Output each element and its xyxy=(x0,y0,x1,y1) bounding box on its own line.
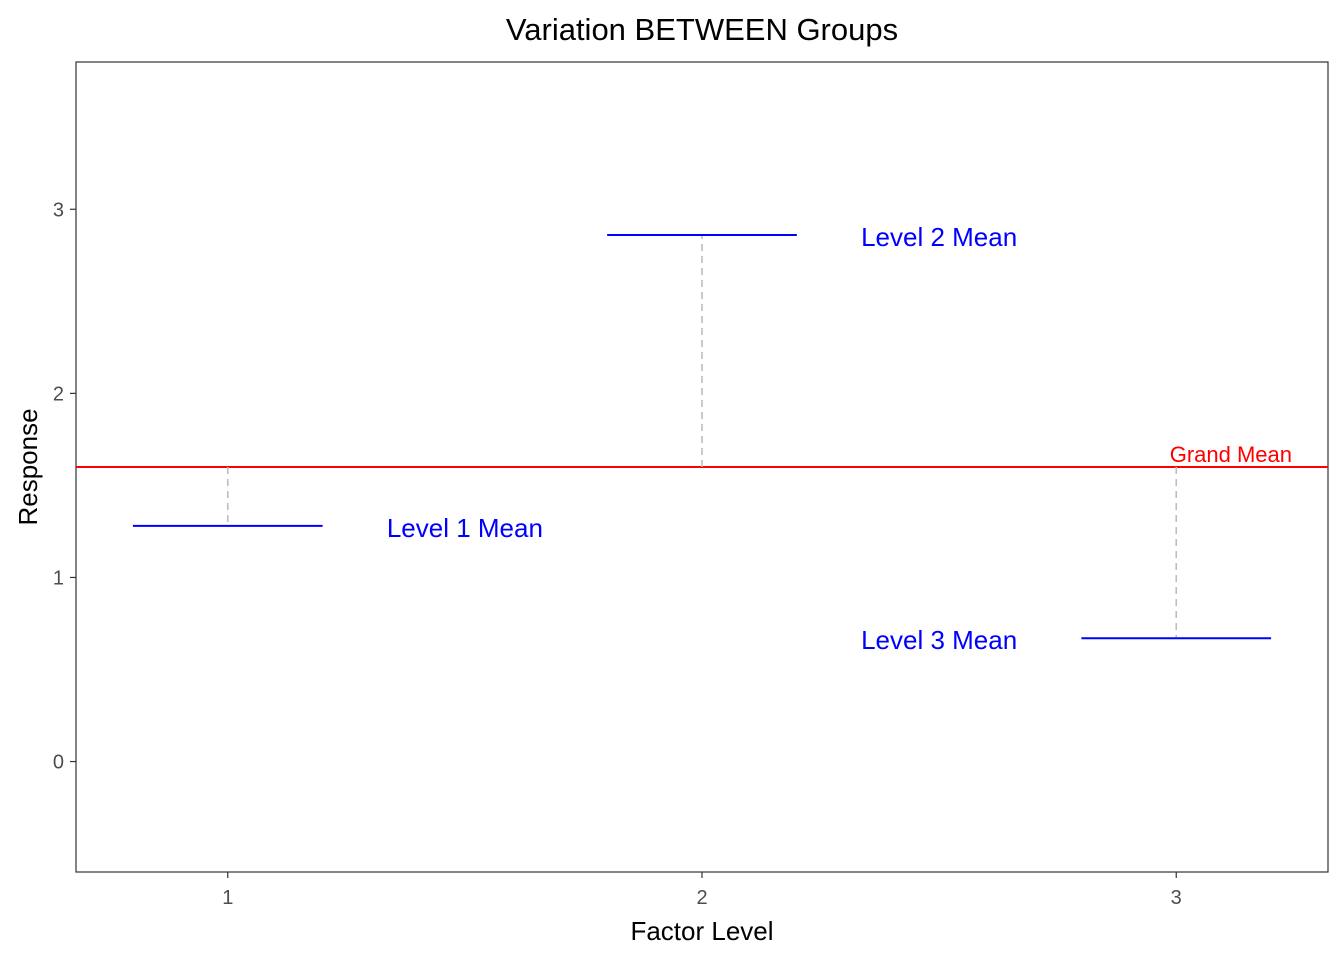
y-tick-label: 0 xyxy=(53,752,64,774)
chart-title: Variation BETWEEN Groups xyxy=(506,12,898,47)
x-axis-label: Factor Level xyxy=(630,916,773,946)
y-axis-label: Response xyxy=(13,408,43,525)
y-tick-label: 1 xyxy=(53,567,64,589)
level-2-mean-label: Level 2 Mean xyxy=(861,222,1017,252)
grand-mean-label: Grand Mean xyxy=(1170,442,1292,467)
x-tick-label: 1 xyxy=(222,887,233,909)
level-1-mean-label: Level 1 Mean xyxy=(387,513,543,543)
plot-marks: 0 1 2 3 1 2 3 Grand Mean Level 1 Mean Level 2 Mea… xyxy=(53,199,1328,909)
y-tick-label: 3 xyxy=(53,199,64,221)
x-tick-label: 3 xyxy=(1171,887,1182,909)
y-tick-label: 2 xyxy=(53,383,64,405)
x-tick-label: 2 xyxy=(696,887,707,909)
level-3-mean-label: Level 3 Mean xyxy=(861,625,1017,655)
